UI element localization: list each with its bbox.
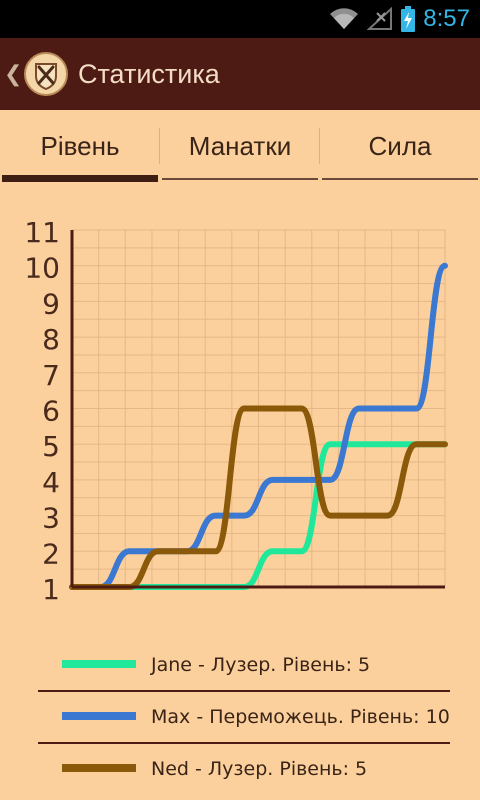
series-line-max — [69, 262, 448, 590]
y-tick-label: 3 — [42, 502, 60, 535]
legend-swatch — [62, 764, 136, 772]
tab-bar: Рівень Манатки Сила — [0, 110, 480, 182]
legend-label: Jane - Лузер. Рівень: 5 — [151, 654, 371, 676]
legend-label: Max - Переможець. Рівень: 10 — [151, 706, 450, 728]
status-bar: 8:57 — [0, 0, 480, 38]
status-time: 8:57 — [423, 5, 470, 32]
y-tick-label: 5 — [42, 430, 60, 463]
action-bar: ❮ Статистика — [0, 38, 480, 110]
page-title: Статистика — [78, 58, 220, 89]
legend-item-ned: Ned - Лузер. Рівень: 5 — [38, 744, 450, 796]
tab-divider — [159, 128, 160, 164]
tab-indicator — [2, 175, 158, 182]
legend-label: Ned - Лузер. Рівень: 5 — [151, 758, 368, 780]
chevron-left-icon[interactable]: ❮ — [4, 61, 23, 87]
y-tick-label: 11 — [24, 216, 60, 249]
legend-item-max: Max - Переможець. Рівень: 10 — [38, 692, 450, 744]
legend-swatch — [62, 712, 136, 720]
y-tick-label: 10 — [24, 252, 60, 285]
status-icons: 8:57 — [329, 0, 470, 38]
tab-label: Сила — [368, 130, 432, 161]
tab-label: Рівень — [40, 130, 120, 161]
crossed-swords-shield-icon[interactable] — [24, 52, 68, 96]
tab-gear[interactable]: Манатки — [160, 110, 320, 182]
y-tick-label: 4 — [42, 466, 60, 499]
no-signal-icon — [367, 7, 393, 30]
tab-label: Манатки — [188, 130, 292, 161]
y-tick-label: 8 — [42, 323, 60, 356]
wifi-icon — [330, 8, 359, 30]
tab-indicator — [322, 178, 478, 180]
chart-grid — [72, 229, 446, 588]
chart-axes — [70, 230, 445, 589]
tab-divider — [319, 128, 320, 164]
y-tick-label: 6 — [42, 395, 60, 428]
tab-indicator — [162, 178, 318, 180]
legend-swatch — [62, 660, 136, 668]
y-tick-label: 2 — [42, 537, 60, 570]
series-line-ned — [69, 405, 448, 590]
y-tick-label: 1 — [42, 573, 60, 606]
battery-charging-icon — [401, 6, 416, 32]
legend-item-jane: Jane - Лузер. Рівень: 5 — [38, 640, 450, 692]
y-tick-label: 7 — [42, 359, 60, 392]
tab-level[interactable]: Рівень — [0, 110, 160, 182]
tab-strength[interactable]: Сила — [320, 110, 480, 182]
y-tick-label: 9 — [42, 287, 60, 320]
